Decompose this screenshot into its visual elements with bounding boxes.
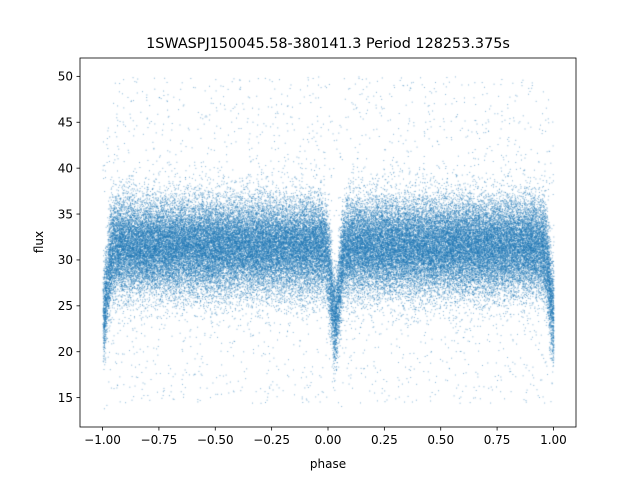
x-axis: −1.00 −0.75 −0.50 −0.25 0.00 0.25 0.50 0.75 1.00 — [84, 427, 567, 447]
scatter-points — [80, 58, 576, 427]
x-tick-label: 0.00 — [315, 433, 342, 447]
x-tick-label: −0.75 — [141, 433, 178, 447]
y-tick-label: 30 — [58, 253, 73, 267]
x-tick-label: 0.25 — [371, 433, 398, 447]
y-tick-label: 45 — [58, 116, 73, 130]
x-tick-label: 0.50 — [427, 433, 454, 447]
x-axis-label: phase — [310, 457, 346, 471]
chart-title: 1SWASPJ150045.58-380141.3 Period 128253.… — [146, 36, 510, 52]
y-tick-label: 15 — [58, 391, 73, 405]
y-tick-label: 20 — [58, 345, 73, 359]
y-axis-label: flux — [32, 231, 46, 253]
y-tick-label: 35 — [58, 207, 73, 221]
x-tick-label: 1.00 — [540, 433, 567, 447]
x-tick-label: −1.00 — [84, 433, 121, 447]
y-tick-label: 40 — [58, 161, 73, 175]
plot-area — [80, 58, 576, 427]
x-tick-label: −0.50 — [197, 433, 234, 447]
y-tick-label: 25 — [58, 299, 73, 313]
y-tick-label: 50 — [58, 70, 73, 84]
x-tick-label: 0.75 — [484, 433, 511, 447]
y-axis: 15 20 25 30 35 40 45 50 — [58, 70, 80, 405]
x-tick-label: −0.25 — [253, 433, 290, 447]
